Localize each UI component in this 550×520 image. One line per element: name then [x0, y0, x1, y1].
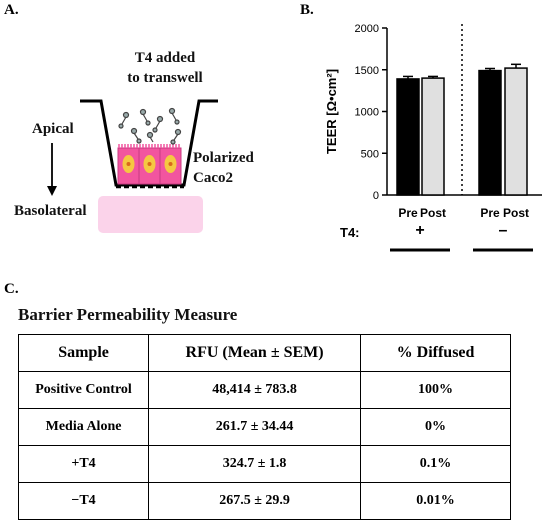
- nucleolus: [126, 162, 131, 166]
- basolateral-chamber: [98, 196, 203, 233]
- panel-c-label: C.: [4, 281, 19, 297]
- t4-molecule-icon: [146, 131, 154, 143]
- group-label: +: [415, 222, 424, 239]
- header-rfu: RFU (Mean ± SEM): [148, 334, 362, 372]
- transwell-insert: [80, 99, 218, 187]
- t4-molecules: [118, 107, 182, 145]
- y-tick-label: 500: [361, 148, 379, 160]
- cell-diffused: 0%: [360, 408, 511, 446]
- x-tick-label: Post: [420, 206, 446, 220]
- table-row: −T4 267.5 ± 29.9 0.01%: [17, 482, 511, 520]
- bar: [421, 77, 445, 196]
- t4-molecule-icon: [170, 128, 182, 145]
- header-sample: Sample: [17, 334, 150, 372]
- bar: [504, 67, 528, 196]
- t4-molecule-icon: [118, 111, 130, 129]
- cell-rfu: 48,414 ± 783.8: [148, 371, 362, 409]
- table-header-row: Sample RFU (Mean ± SEM) % Diffused: [17, 334, 511, 372]
- microvilli: [118, 144, 180, 148]
- chart-bars: [396, 63, 528, 196]
- t4-molecule-icon: [139, 108, 151, 126]
- table-row: Media Alone 261.7 ± 34.44 0%: [17, 408, 511, 446]
- table-row: +T4 324.7 ± 1.8 0.1%: [17, 445, 511, 483]
- cell-sample: Media Alone: [17, 408, 150, 446]
- cell-rfu: 261.7 ± 34.44: [148, 408, 362, 446]
- t4-molecule-icon: [152, 115, 164, 133]
- x-tick-label: Pre: [398, 206, 418, 220]
- bar: [396, 78, 420, 196]
- panel-a-label: A.: [4, 2, 19, 18]
- caco2-cell-layer: [117, 144, 182, 185]
- cell-diffused: 0.01%: [360, 482, 511, 520]
- cell-sample: −T4: [17, 482, 150, 520]
- t4-added-line2: to transwell: [127, 70, 203, 86]
- x-tick-label: Pre: [480, 206, 500, 220]
- y-tick-label: 2000: [355, 23, 379, 35]
- header-diffused: % Diffused: [360, 334, 511, 372]
- nucleolus: [168, 162, 173, 166]
- cell-rfu: 267.5 ± 29.9: [148, 482, 362, 520]
- t4-molecule-icon: [130, 127, 142, 144]
- direction-arrow-head: [47, 186, 57, 196]
- y-axis-label: TEER [Ω•cm²]: [324, 69, 339, 154]
- t4-molecule-icon: [168, 107, 180, 125]
- cell-rfu: 324.7 ± 1.8: [148, 445, 362, 483]
- y-tick-label: 1500: [355, 65, 379, 77]
- cell-diffused: 0.1%: [360, 445, 511, 483]
- permeability-table: Sample RFU (Mean ± SEM) % Diffused Posit…: [17, 334, 511, 520]
- cell-sample: +T4: [17, 445, 150, 483]
- cell-diffused: 100%: [360, 371, 511, 409]
- apical-label: Apical: [32, 121, 74, 137]
- x-tick-label: Post: [503, 206, 529, 220]
- polarized-line2: Caco2: [193, 170, 233, 186]
- y-tick-label: 0: [373, 190, 379, 202]
- t4-added-line1: T4 added: [134, 50, 196, 66]
- t4-added-label: T4 added to transwell: [115, 48, 215, 88]
- transwell-schematic: [47, 99, 218, 233]
- bar: [478, 69, 502, 196]
- table-title: Barrier Permeability Measure: [18, 305, 238, 324]
- basolateral-label: Basolateral: [14, 203, 87, 219]
- polarized-line1: Polarized: [193, 150, 254, 166]
- panel-b-label: B.: [300, 2, 314, 18]
- polarized-caco2-label: Polarized Caco2: [193, 148, 254, 188]
- nucleolus: [147, 162, 152, 166]
- group-label: –: [499, 222, 508, 239]
- cell-sample: Positive Control: [17, 371, 150, 409]
- condition-label: T4:: [340, 225, 360, 240]
- table-row: Positive Control 48,414 ± 783.8 100%: [17, 371, 511, 409]
- y-tick-label: 1000: [355, 107, 379, 119]
